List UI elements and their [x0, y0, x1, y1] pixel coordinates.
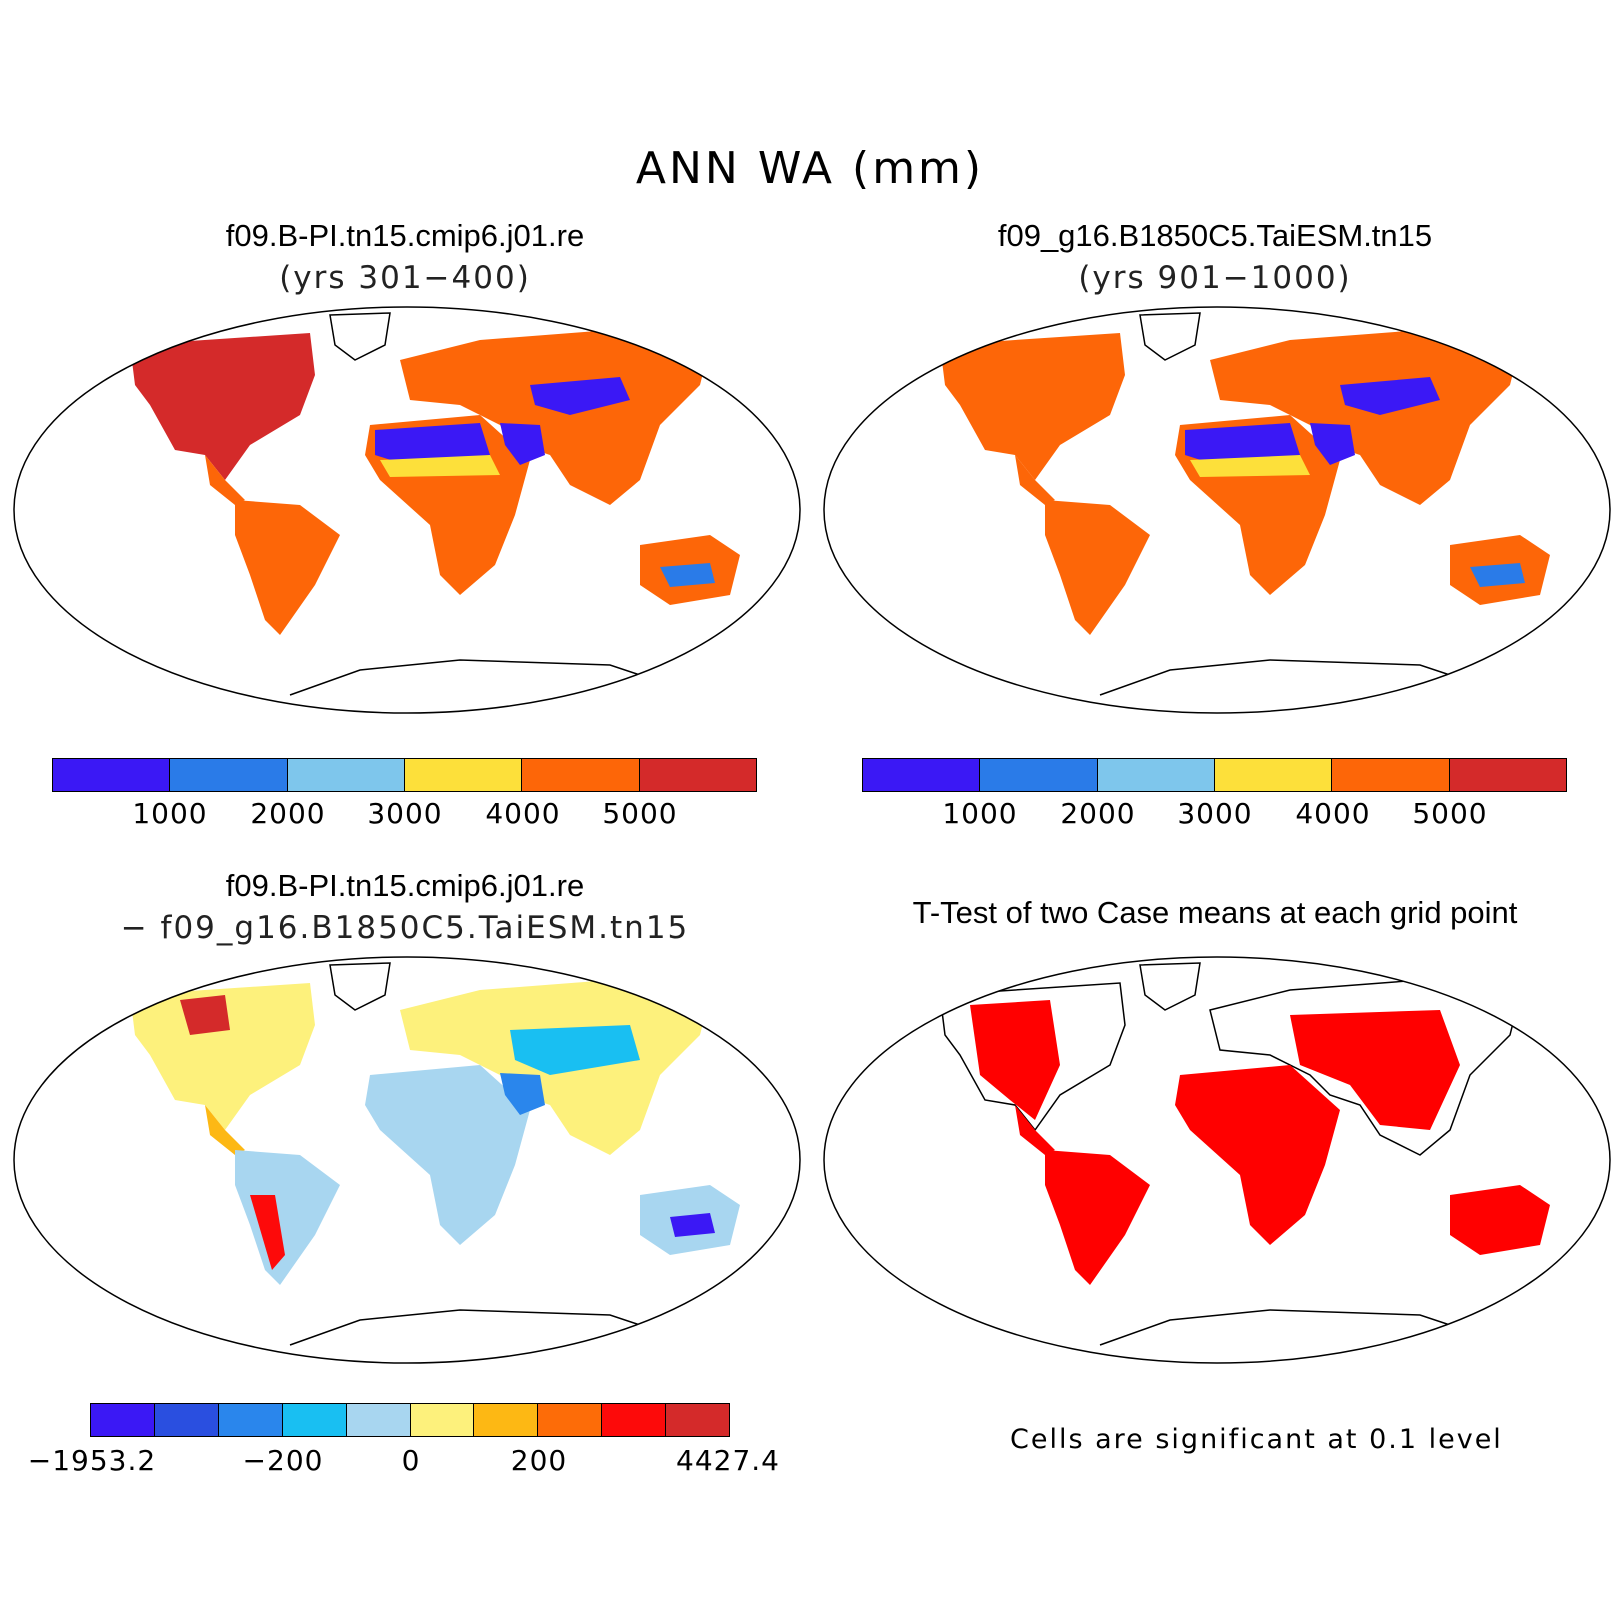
north-america-significant [970, 1000, 1060, 1120]
colorbar-swatch [346, 1404, 411, 1436]
colorbar1-tick: 2000 [250, 797, 326, 830]
world-map-difference [13, 956, 801, 1364]
colorbar-swatch [154, 1404, 219, 1436]
antarctica-outline [289, 1309, 671, 1346]
australia-dry [1470, 563, 1525, 587]
central-asia-dry [1340, 377, 1440, 415]
eurasia-land [400, 330, 710, 505]
map-panel-2 [820, 305, 1615, 715]
colorbar-panel-3 [90, 1403, 730, 1437]
colorbar-swatch [404, 759, 523, 791]
colorbar3-tick: 4427.4 [676, 1444, 780, 1477]
greenland-land [1139, 312, 1201, 361]
map-panel-4 [820, 955, 1615, 1365]
south-america-land [235, 1150, 340, 1285]
north-america-land [940, 333, 1125, 480]
antarctica-outline [289, 659, 671, 696]
figure-title: ANN WA (mm) [635, 143, 985, 194]
sahara-dry [1185, 423, 1300, 465]
central-america-land [1015, 455, 1055, 505]
colorbar2-tick: 4000 [1295, 797, 1371, 830]
colorbar-swatch [1097, 759, 1215, 791]
colorbar-swatch [538, 1404, 603, 1436]
north-america-land [130, 983, 315, 1130]
asia-significant [1290, 1010, 1460, 1130]
africa-land [365, 1065, 530, 1245]
panel1-subtitle: (yrs 301−400) [279, 260, 531, 296]
colorbar-swatch [474, 1404, 539, 1436]
colorbar2-tick: 2000 [1060, 797, 1136, 830]
map-panel-3 [10, 955, 805, 1365]
colorbar-swatch [218, 1404, 283, 1436]
panel4-title: T-Test of two Case means at each grid po… [912, 895, 1518, 930]
colorbar3-tick: 200 [510, 1444, 568, 1477]
colorbar-swatch [980, 759, 1098, 791]
central-america-land [205, 1105, 245, 1155]
panel2-subtitle: (yrs 901−1000) [1078, 260, 1352, 296]
colorbar-panel-2 [862, 758, 1567, 792]
colorbar1-tick: 3000 [367, 797, 443, 830]
sahel-band [380, 455, 500, 477]
significance-note: Cells are significant at 0.1 level [1010, 1424, 1503, 1455]
map-panel-1 [10, 305, 805, 715]
arabia-dry [1310, 423, 1355, 465]
world-map-mean-case1 [13, 306, 801, 714]
colorbar-panel-1 [52, 758, 757, 792]
australia-dry [660, 563, 715, 587]
central-america-significant [1015, 1105, 1055, 1155]
colorbar2-tick: 5000 [1412, 797, 1488, 830]
panel2-title: f09_g16.B1850C5.TaiESM.tn15 [997, 218, 1433, 253]
colorbar1-tick: 1000 [132, 797, 208, 830]
arabia-diff [500, 1073, 545, 1115]
colorbar-swatch [666, 1404, 730, 1436]
central-asia-dry [530, 377, 630, 415]
south-america-land [235, 500, 340, 635]
colorbar3-tick: −200 [242, 1444, 324, 1477]
colorbar-swatch [863, 759, 981, 791]
colorbar-swatch [287, 759, 405, 791]
colorbar-swatch [53, 759, 171, 791]
colorbar-swatch [282, 1404, 347, 1436]
sahel-band [1190, 455, 1310, 477]
colorbar-swatch [91, 1404, 155, 1436]
colorbar-swatch [522, 759, 640, 791]
north-america-hotspot [180, 995, 230, 1035]
arabia-dry [500, 423, 545, 465]
central-america-land [205, 455, 245, 505]
north-america-land [130, 333, 315, 480]
world-map-mean-case2 [823, 306, 1611, 714]
colorbar3-tick: 0 [401, 1444, 421, 1477]
panel1-title: f09.B-PI.tn15.cmip6.j01.re [225, 218, 585, 253]
greenland-land [329, 962, 391, 1011]
colorbar2-tick: 3000 [1177, 797, 1253, 830]
andes-band [250, 1195, 285, 1270]
panel3-title: f09.B-PI.tn15.cmip6.j01.re [225, 868, 585, 903]
greenland-land [329, 312, 391, 361]
colorbar-swatch [410, 1404, 475, 1436]
colorbar-swatch [639, 759, 756, 791]
colorbar-swatch [170, 759, 288, 791]
colorbar-swatch [1214, 759, 1333, 791]
central-asia-diff [510, 1025, 640, 1075]
colorbar1-tick: 5000 [602, 797, 678, 830]
sahara-dry [375, 423, 490, 465]
south-america-significant [1045, 1150, 1150, 1285]
colorbar-swatch [602, 1404, 667, 1436]
eurasia-land [1210, 330, 1520, 505]
world-map-ttest [823, 956, 1611, 1364]
colorbar-swatch [1449, 759, 1566, 791]
antarctica-outline [1099, 1309, 1481, 1346]
colorbar1-tick: 4000 [485, 797, 561, 830]
antarctica-outline [1099, 659, 1481, 696]
colorbar-swatch [1332, 759, 1450, 791]
colorbar2-tick: 1000 [942, 797, 1018, 830]
africa-significant [1175, 1065, 1340, 1245]
australia-dry [670, 1213, 715, 1237]
south-america-land [1045, 500, 1150, 635]
australia-significant [1450, 1185, 1550, 1255]
colorbar3-tick: −1953.2 [27, 1444, 157, 1477]
greenland-land [1139, 962, 1201, 1011]
panel3-subtitle: − f09_g16.B1850C5.TaiESM.tn15 [120, 910, 690, 946]
